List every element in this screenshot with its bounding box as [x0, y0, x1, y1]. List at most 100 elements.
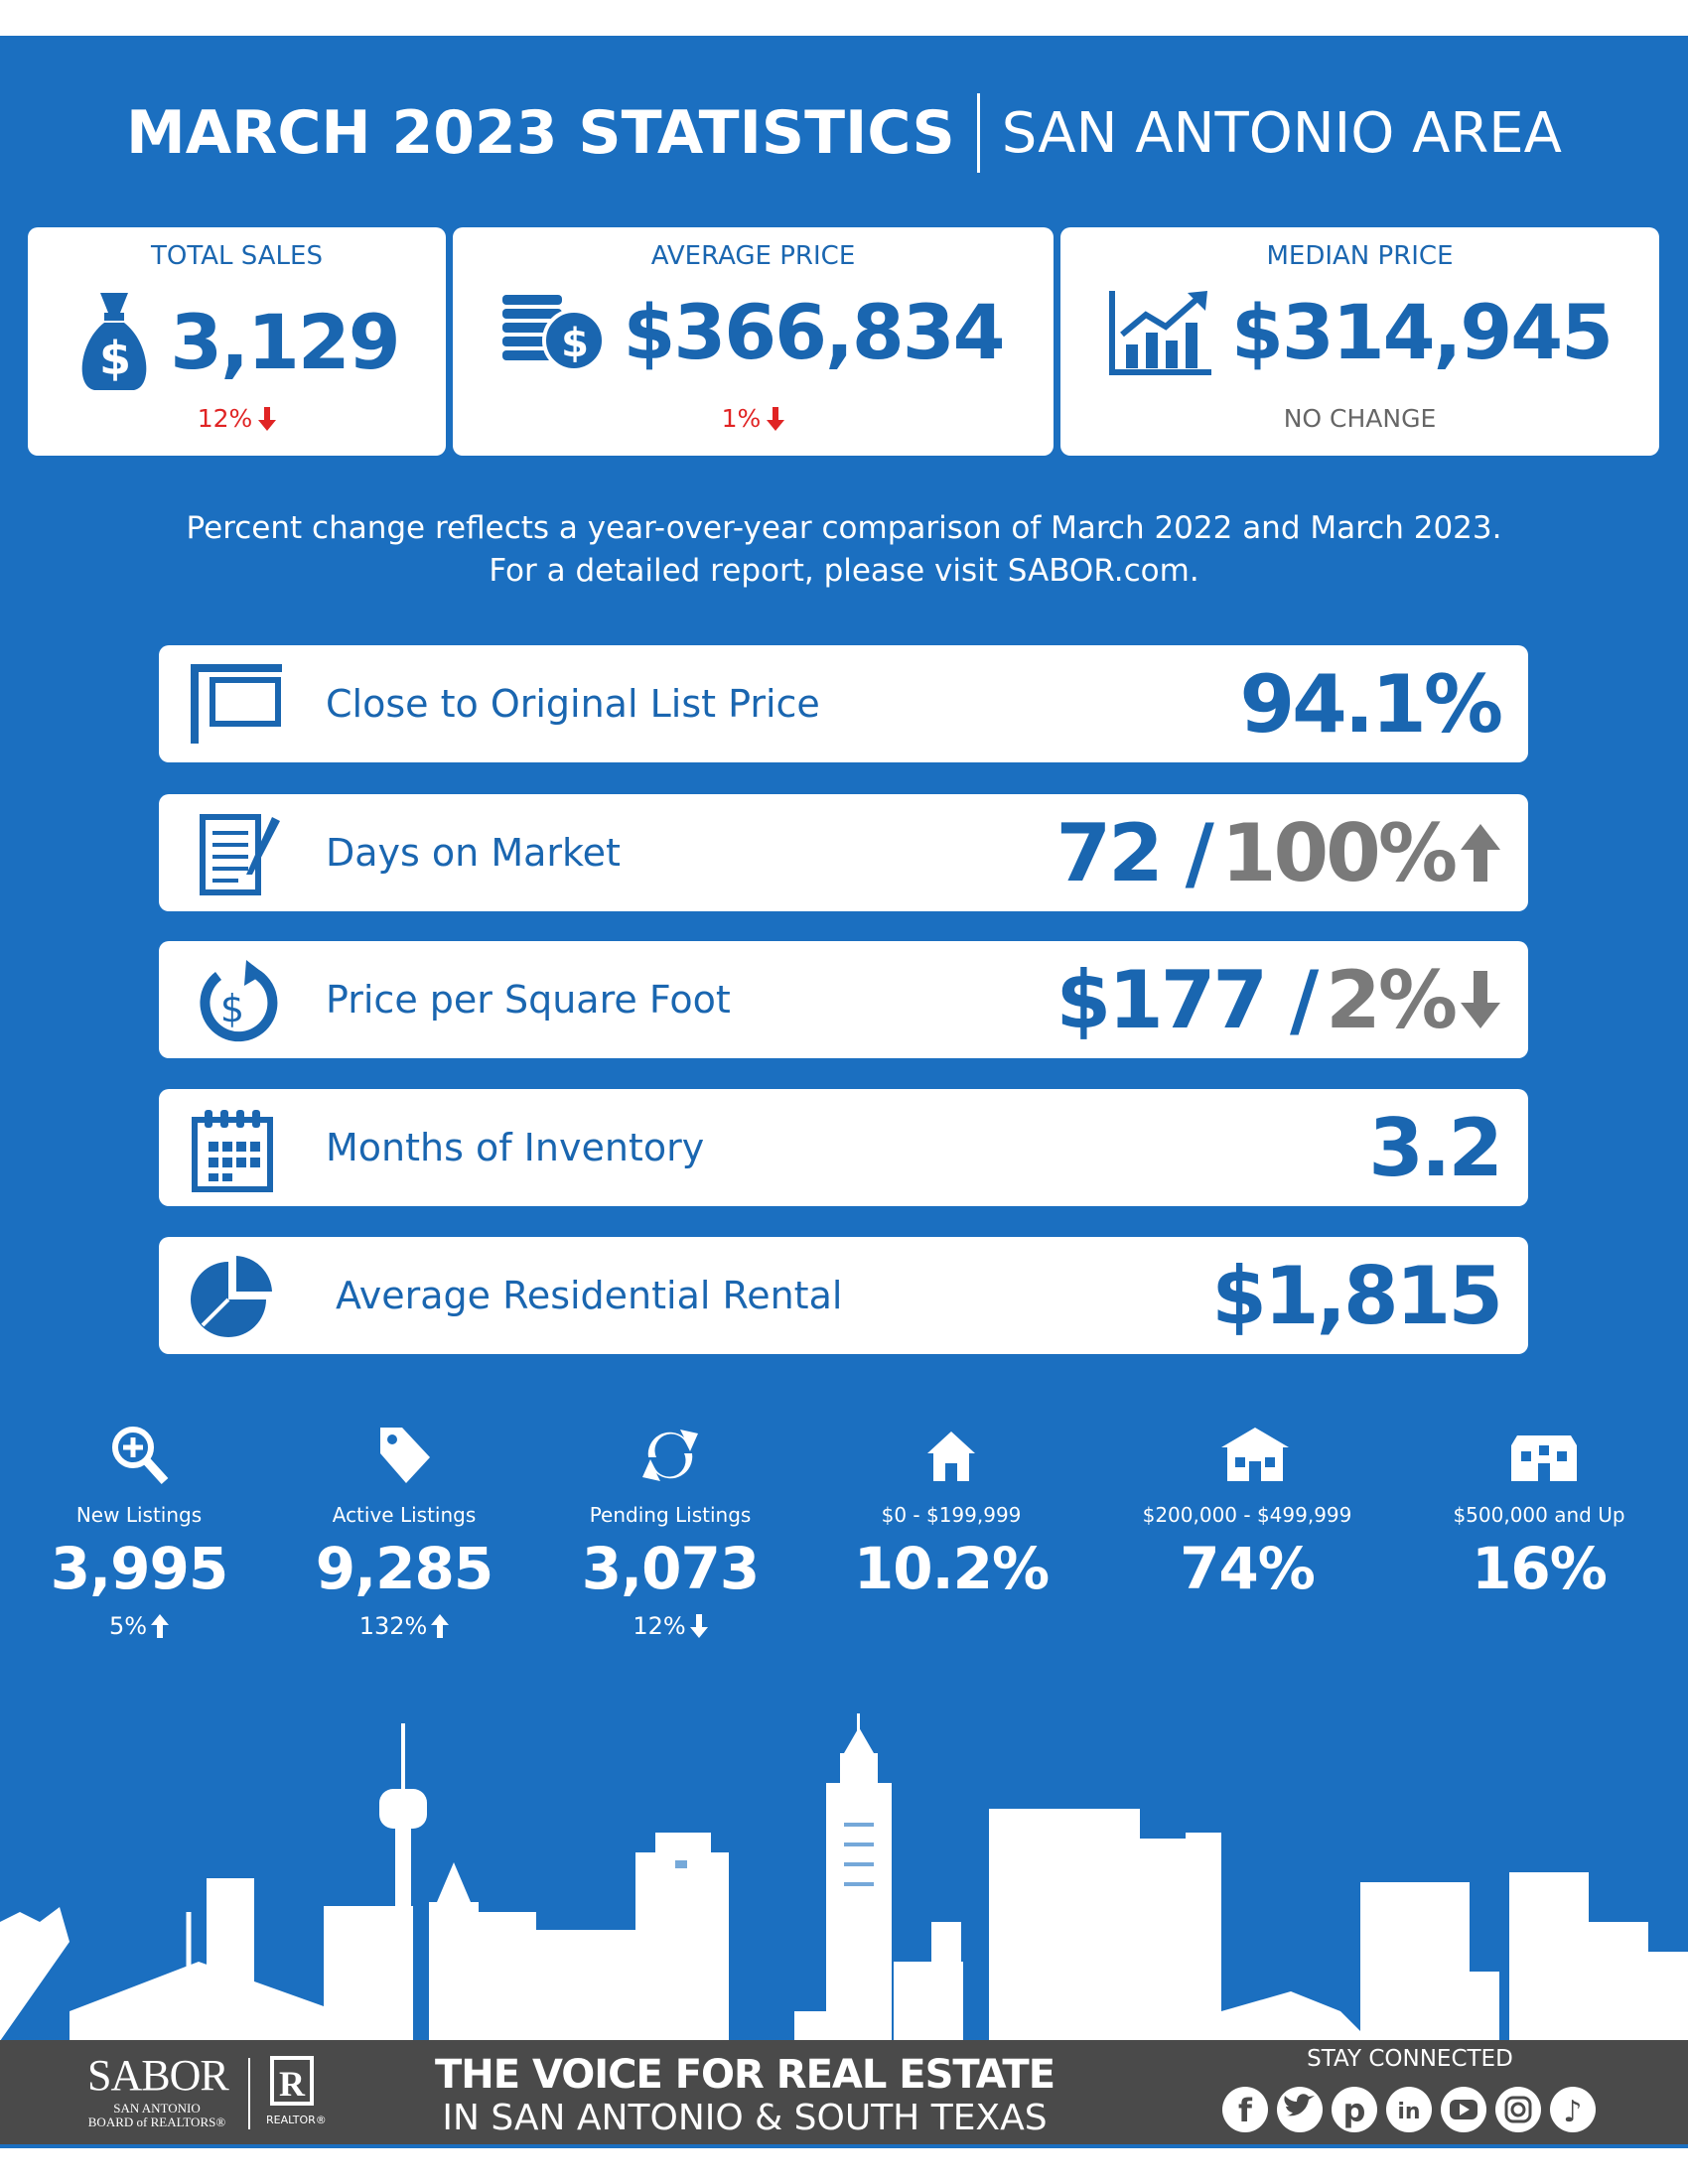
subtitle: SAN ANTONIO AREA: [1001, 100, 1562, 166]
stat-value: 10.2%: [853, 1535, 1050, 1602]
refresh-icon: [642, 1430, 698, 1481]
search-icon: [112, 1427, 169, 1485]
medium-house-icon: [1221, 1428, 1289, 1481]
stat-label: $500,000 and Up: [1453, 1503, 1625, 1527]
social-label: STAY CONNECTED: [1307, 2046, 1513, 2072]
listing-stat: New Listings 3,995 5%: [0, 1424, 288, 1652]
stat-label: $0 - $199,999: [881, 1503, 1022, 1527]
sign-icon: [191, 664, 282, 744]
pie-icon: [191, 1256, 272, 1337]
stat-change: 5%: [108, 1612, 148, 1640]
stat-change-row: 5%: [0, 1612, 288, 1640]
price-range-stat: $500,000 and Up 16%: [1390, 1424, 1688, 1652]
listing-stat: Active Listings 9,285 132%: [255, 1424, 553, 1652]
logo: SABOR: [87, 2051, 229, 2100]
metric-row: Days on Market 72 /100%: [159, 794, 1528, 911]
up-arrow: [151, 1614, 170, 1638]
metric-label: Average Residential Rental: [336, 1274, 843, 1317]
card-label: AVERAGE PRICE: [650, 241, 856, 271]
card-change-row: 1%: [453, 404, 1054, 433]
card-label: MEDIAN PRICE: [1266, 241, 1454, 271]
stat-value: 3,073: [581, 1535, 760, 1602]
growth-chart-icon: [1108, 291, 1211, 375]
logo-sub-line: BOARD of REALTORS®: [87, 2115, 226, 2129]
stat-label: Active Listings: [332, 1503, 477, 1527]
down-arrow: [1461, 971, 1500, 1028]
stat-card: TOTAL SALES $ 3,129 12%: [28, 227, 446, 456]
note-line: For a detailed report, please visit SABO…: [489, 553, 1199, 589]
metric-value: 72 /: [1055, 806, 1213, 899]
svg-text:R: R: [279, 2064, 306, 2104]
svg-text:p: p: [1343, 2092, 1366, 2129]
card-label: TOTAL SALES: [151, 241, 323, 271]
price-icon: $: [200, 960, 278, 1042]
divider: [248, 2058, 250, 2129]
stat-change: 12%: [633, 1612, 686, 1640]
stat-value: 16%: [1472, 1535, 1608, 1602]
svg-text:$: $: [220, 987, 244, 1030]
card-value-row: $314,945: [1060, 287, 1659, 376]
metric-label: Price per Square Foot: [326, 978, 731, 1022]
stat-change: 132%: [358, 1612, 428, 1640]
metric-value: $1,815: [1211, 1249, 1503, 1342]
metric-row: Months of Inventory 3.2: [159, 1089, 1528, 1206]
up-arrow: [431, 1614, 450, 1638]
tagline: IN SAN ANTONIO & SOUTH TEXAS: [442, 2098, 1048, 2138]
metric-value-row: $177 /2%: [1055, 941, 1500, 1058]
stat-change-row: 132%: [255, 1612, 553, 1640]
large-house-icon: [1511, 1435, 1577, 1481]
card-value-row: $ 3,129: [28, 287, 446, 396]
svg-text:$: $: [562, 321, 588, 366]
down-arrow: [689, 1614, 708, 1638]
card-change-row: 12%: [28, 404, 446, 433]
metric-change-row: 2%: [1326, 954, 1500, 1046]
notepad-icon: [200, 814, 280, 895]
down-arrow: [258, 406, 277, 431]
tagline: THE VOICE FOR REAL ESTATE: [434, 2052, 1055, 2098]
metric-value-row: 72 /100%: [1055, 794, 1500, 911]
card-value: 3,129: [170, 297, 400, 386]
svg-text:in: in: [1397, 2100, 1420, 2124]
header: MARCH 2023 STATISTICS SAN ANTONIO AREA: [0, 93, 1688, 173]
realtor-logo: R: [270, 2056, 314, 2106]
title: MARCH 2023 STATISTICS: [126, 98, 955, 168]
metric-change: 2%: [1326, 953, 1458, 1046]
realtor-label: REALTOR®: [266, 2114, 327, 2126]
divider: [976, 93, 980, 173]
metric-change: 100%: [1220, 806, 1458, 899]
metric-value: $177 /: [1055, 953, 1319, 1046]
coins-icon: $: [502, 295, 607, 372]
social-icons[interactable]: f p in ♪: [1219, 2082, 1607, 2137]
stat-label: New Listings: [75, 1503, 203, 1527]
skyline: [0, 1713, 1688, 2041]
price-range-stat: $200,000 - $499,999 74%: [1098, 1424, 1396, 1652]
metric-change-row: 100%: [1221, 807, 1500, 899]
card-change-row: NO CHANGE: [1060, 404, 1659, 433]
tag-icon: [380, 1428, 430, 1483]
svg-text:f: f: [1238, 2092, 1253, 2129]
stat-card: MEDIAN PRICE $314,945 NO CHANGE: [1060, 227, 1659, 456]
metric-label: Months of Inventory: [326, 1126, 705, 1169]
metric-row: Average Residential Rental $1,815: [159, 1237, 1528, 1354]
calendar-icon: [192, 1110, 273, 1192]
card-value: $366,834: [623, 287, 1005, 376]
card-change: 1%: [721, 404, 762, 433]
footer: SABOR SAN ANTONIO BOARD of REALTORS® R RE…: [0, 2040, 1688, 2144]
card-change: NO CHANGE: [1283, 404, 1437, 433]
stat-label: $200,000 - $499,999: [1142, 1503, 1352, 1527]
metric-value: 3.2: [1368, 1101, 1503, 1194]
metric-label: Close to Original List Price: [326, 682, 820, 726]
svg-text:♪: ♪: [1563, 2095, 1582, 2129]
stat-value: 74%: [1180, 1535, 1316, 1602]
money-bag-icon: $: [81, 293, 147, 390]
metric-label: Days on Market: [326, 831, 621, 875]
listing-stat: Pending Listings 3,073 12%: [521, 1424, 819, 1652]
infographic: MARCH 2023 STATISTICS SAN ANTONIO AREA T…: [0, 36, 1688, 2148]
small-house-icon: [927, 1432, 975, 1481]
stat-change-row: 12%: [521, 1612, 819, 1640]
note-line: Percent change reflects a year-over-year…: [186, 510, 1502, 546]
card-value: $314,945: [1230, 287, 1614, 376]
card-change: 12%: [197, 404, 253, 433]
card-value-row: $ $366,834: [453, 287, 1054, 376]
